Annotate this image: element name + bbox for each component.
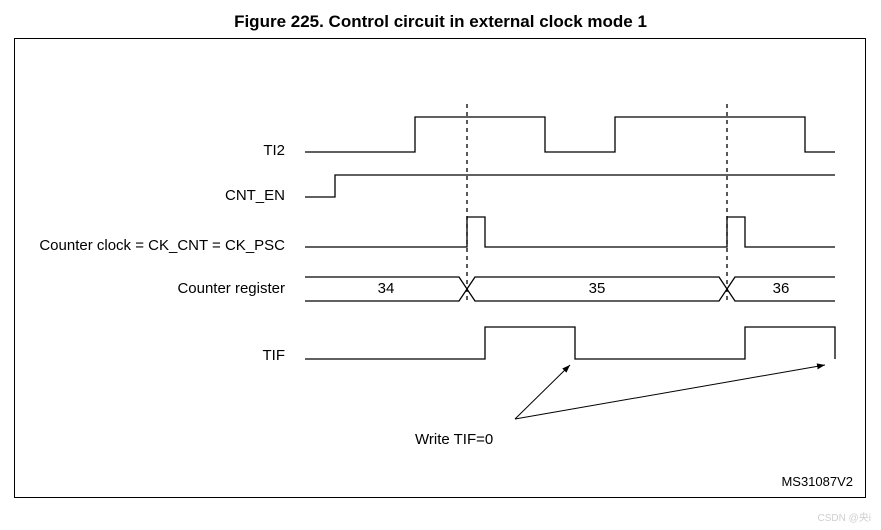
annotation-write-tif: Write TIF=0 (415, 431, 493, 448)
timing-diagram (15, 39, 867, 499)
watermark: CSDN @央i (818, 509, 872, 524)
document-id: MS31087V2 (781, 474, 853, 489)
figure-title: Figure 225. Control circuit in external … (0, 0, 881, 38)
label-ti2: TI2 (15, 142, 285, 159)
label-ck: Counter clock = CK_CNT = CK_PSC (15, 237, 285, 254)
label-counter-register: Counter register (15, 280, 285, 297)
label-cnt-en: CNT_EN (15, 187, 285, 204)
label-tif: TIF (15, 347, 285, 364)
register-value-2: 36 (761, 280, 801, 297)
register-value-1: 35 (577, 280, 617, 297)
diagram-frame: TI2 CNT_EN Counter clock = CK_CNT = CK_P… (14, 38, 866, 498)
register-value-0: 34 (366, 280, 406, 297)
